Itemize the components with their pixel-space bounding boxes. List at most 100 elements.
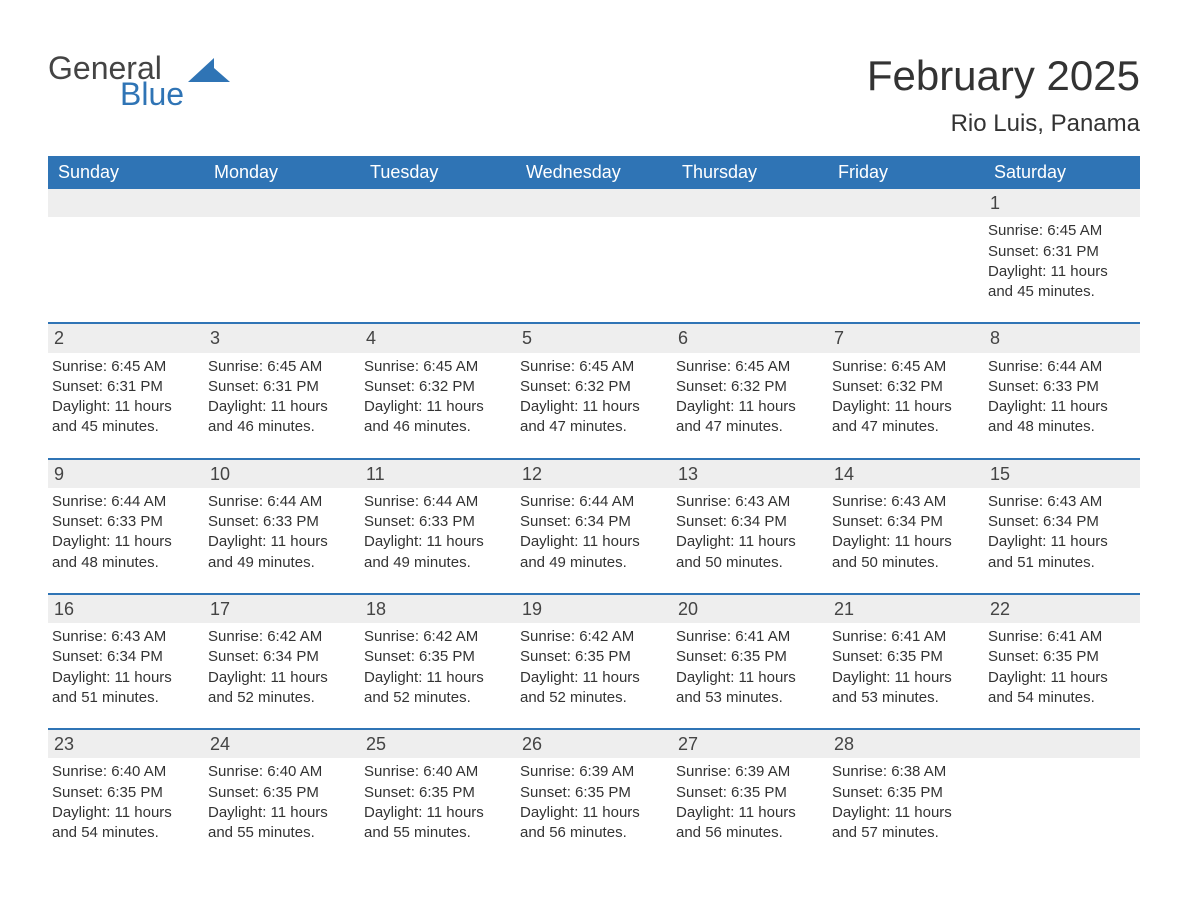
- day-number-cell: 14: [828, 459, 984, 488]
- daylight-text: Daylight: 11 hours and 46 minutes.: [364, 397, 508, 438]
- daylight-text: Daylight: 11 hours and 56 minutes.: [520, 803, 664, 844]
- day-details: Sunrise: 6:44 AMSunset: 6:33 PMDaylight:…: [988, 353, 1132, 438]
- sunrise-text: Sunrise: 6:38 AM: [832, 762, 976, 782]
- day-number-cell: 10: [204, 459, 360, 488]
- day-number: 17: [210, 599, 230, 619]
- day-content-cell: Sunrise: 6:42 AMSunset: 6:35 PMDaylight:…: [516, 623, 672, 729]
- day-content-row: Sunrise: 6:44 AM Sunset: 6:33 PM Daylight:…: [48, 488, 1140, 594]
- daylight-text: Daylight: 11 hours and 50 minutes.: [676, 532, 820, 573]
- sunrise-text: Sunrise: 6:45 AM: [676, 357, 820, 377]
- sunrise-text: Sunrise: 6:44 AM: [52, 492, 196, 512]
- day-number-cell: 9: [48, 459, 204, 488]
- day-number-cell: [672, 189, 828, 217]
- day-number: 11: [366, 464, 385, 484]
- day-content-cell: Sunrise: 6:38 AMSunset: 6:35 PMDaylight:…: [828, 758, 984, 863]
- day-details: Sunrise: 6:44 AMSunset: 6:34 PMDaylight:…: [520, 488, 664, 573]
- day-number-cell: 12: [516, 459, 672, 488]
- day-details: Sunrise: 6:38 AMSunset: 6:35 PMDaylight:…: [832, 758, 976, 843]
- day-content-cell: Sunrise: 6:43 AMSunset: 6:34 PMDaylight:…: [48, 623, 204, 729]
- day-number-row: 1: [48, 189, 1140, 217]
- day-number: 20: [678, 599, 698, 619]
- day-number-cell: 5: [516, 323, 672, 352]
- sunset-text: Sunset: 6:34 PM: [520, 512, 664, 532]
- day-content-cell: Sunrise: 6:44 AMSunset: 6:33 PMDaylight:…: [204, 488, 360, 594]
- sunrise-text: Sunrise: 6:43 AM: [676, 492, 820, 512]
- day-number: 28: [834, 734, 854, 754]
- daylight-text: Daylight: 11 hours and 46 minutes.: [208, 397, 352, 438]
- day-content-cell: Sunrise: 6:41 AMSunset: 6:35 PMDaylight:…: [984, 623, 1140, 729]
- day-number-row: 232425262728: [48, 729, 1140, 758]
- sunset-text: Sunset: 6:35 PM: [988, 647, 1132, 667]
- day-details: Sunrise: 6:45 AMSunset: 6:31 PMDaylight:…: [208, 353, 352, 438]
- sunset-text: Sunset: 6:32 PM: [832, 377, 976, 397]
- day-number-row: 2345678: [48, 323, 1140, 352]
- day-content-cell: [204, 217, 360, 323]
- sunset-text: Sunset: 6:31 PM: [52, 377, 196, 397]
- day-details: Sunrise: 6:40 AMSunset: 6:35 PMDaylight:…: [364, 758, 508, 843]
- day-content-cell: Sunrise: 6:44 AMSunset: 6:33 PMDaylight:…: [984, 353, 1140, 459]
- day-content-cell: Sunrise: 6:42 AMSunset: 6:35 PMDaylight:…: [360, 623, 516, 729]
- sunset-text: Sunset: 6:34 PM: [52, 647, 196, 667]
- calendar-table: Sunday Monday Tuesday Wednesday Thursday…: [48, 156, 1140, 863]
- day-number-cell: 24: [204, 729, 360, 758]
- logo-text: General Blue: [48, 52, 184, 110]
- sunrise-text: Sunrise: 6:45 AM: [988, 221, 1132, 241]
- day-details: Sunrise: 6:40 AMSunset: 6:35 PMDaylight:…: [52, 758, 196, 843]
- daylight-text: Daylight: 11 hours and 55 minutes.: [208, 803, 352, 844]
- daylight-text: Daylight: 11 hours and 51 minutes.: [988, 532, 1132, 573]
- daylight-text: Daylight: 11 hours and 50 minutes.: [832, 532, 976, 573]
- weekday-header: Monday: [204, 156, 360, 189]
- weekday-header-row: Sunday Monday Tuesday Wednesday Thursday…: [48, 156, 1140, 189]
- sunset-text: Sunset: 6:33 PM: [208, 512, 352, 532]
- day-number: 2: [54, 328, 64, 348]
- day-number-cell: [828, 189, 984, 217]
- sunset-text: Sunset: 6:35 PM: [208, 783, 352, 803]
- day-content-cell: Sunrise: 6:39 AMSunset: 6:35 PMDaylight:…: [516, 758, 672, 863]
- day-number: 9: [54, 464, 64, 484]
- day-content-cell: Sunrise: 6:45 AMSunset: 6:31 PMDaylight:…: [204, 353, 360, 459]
- sunrise-text: Sunrise: 6:43 AM: [988, 492, 1132, 512]
- sunset-text: Sunset: 6:34 PM: [208, 647, 352, 667]
- day-details: Sunrise: 6:40 AMSunset: 6:35 PMDaylight:…: [208, 758, 352, 843]
- day-content-cell: Sunrise: 6:45 AMSunset: 6:31 PMDaylight:…: [984, 217, 1140, 323]
- day-content-cell: Sunrise: 6:45 AMSunset: 6:32 PMDaylight:…: [360, 353, 516, 459]
- day-details: Sunrise: 6:43 AMSunset: 6:34 PMDaylight:…: [988, 488, 1132, 573]
- day-number-cell: 13: [672, 459, 828, 488]
- sunset-text: Sunset: 6:34 PM: [988, 512, 1132, 532]
- sunset-text: Sunset: 6:35 PM: [832, 783, 976, 803]
- day-number-cell: 16: [48, 594, 204, 623]
- day-number-cell: 6: [672, 323, 828, 352]
- day-details: Sunrise: 6:41 AMSunset: 6:35 PMDaylight:…: [988, 623, 1132, 708]
- weekday-header: Wednesday: [516, 156, 672, 189]
- day-number: 26: [522, 734, 542, 754]
- day-content-cell: Sunrise: 6:42 AMSunset: 6:34 PMDaylight:…: [204, 623, 360, 729]
- day-number-cell: 22: [984, 594, 1140, 623]
- day-content-cell: Sunrise: 6:41 AMSunset: 6:35 PMDaylight:…: [672, 623, 828, 729]
- day-number-cell: [516, 189, 672, 217]
- day-content-cell: Sunrise: 6:45 AMSunset: 6:31 PMDaylight:…: [48, 353, 204, 459]
- daylight-text: Daylight: 11 hours and 45 minutes.: [52, 397, 196, 438]
- day-number: 12: [522, 464, 542, 484]
- daylight-text: Daylight: 11 hours and 55 minutes.: [364, 803, 508, 844]
- daylight-text: Daylight: 11 hours and 54 minutes.: [988, 668, 1132, 709]
- day-number: 27: [678, 734, 698, 754]
- day-content-cell: Sunrise: 6:44 AMSunset: 6:34 PMDaylight:…: [516, 488, 672, 594]
- sunrise-text: Sunrise: 6:45 AM: [832, 357, 976, 377]
- weekday-header: Sunday: [48, 156, 204, 189]
- day-details: Sunrise: 6:45 AMSunset: 6:32 PMDaylight:…: [832, 353, 976, 438]
- day-content-cell: [48, 217, 204, 323]
- sunrise-text: Sunrise: 6:40 AM: [364, 762, 508, 782]
- month-title: February 2025: [867, 52, 1140, 100]
- logo-flag-icon: [188, 58, 230, 88]
- day-number: 1: [990, 193, 1000, 213]
- daylight-text: Daylight: 11 hours and 53 minutes.: [832, 668, 976, 709]
- day-number: 7: [834, 328, 844, 348]
- day-content-cell: Sunrise: 6:45 AMSunset: 6:32 PMDaylight:…: [516, 353, 672, 459]
- day-content-cell: Sunrise: 6:40 AMSunset: 6:35 PMDaylight:…: [204, 758, 360, 863]
- day-details: Sunrise: 6:44 AMSunset: 6:33 PMDaylight:…: [52, 488, 196, 573]
- daylight-text: Daylight: 11 hours and 47 minutes.: [676, 397, 820, 438]
- sunset-text: Sunset: 6:33 PM: [364, 512, 508, 532]
- day-number: 21: [834, 599, 854, 619]
- sunset-text: Sunset: 6:32 PM: [520, 377, 664, 397]
- day-content-cell: Sunrise: 6:43 AMSunset: 6:34 PMDaylight:…: [828, 488, 984, 594]
